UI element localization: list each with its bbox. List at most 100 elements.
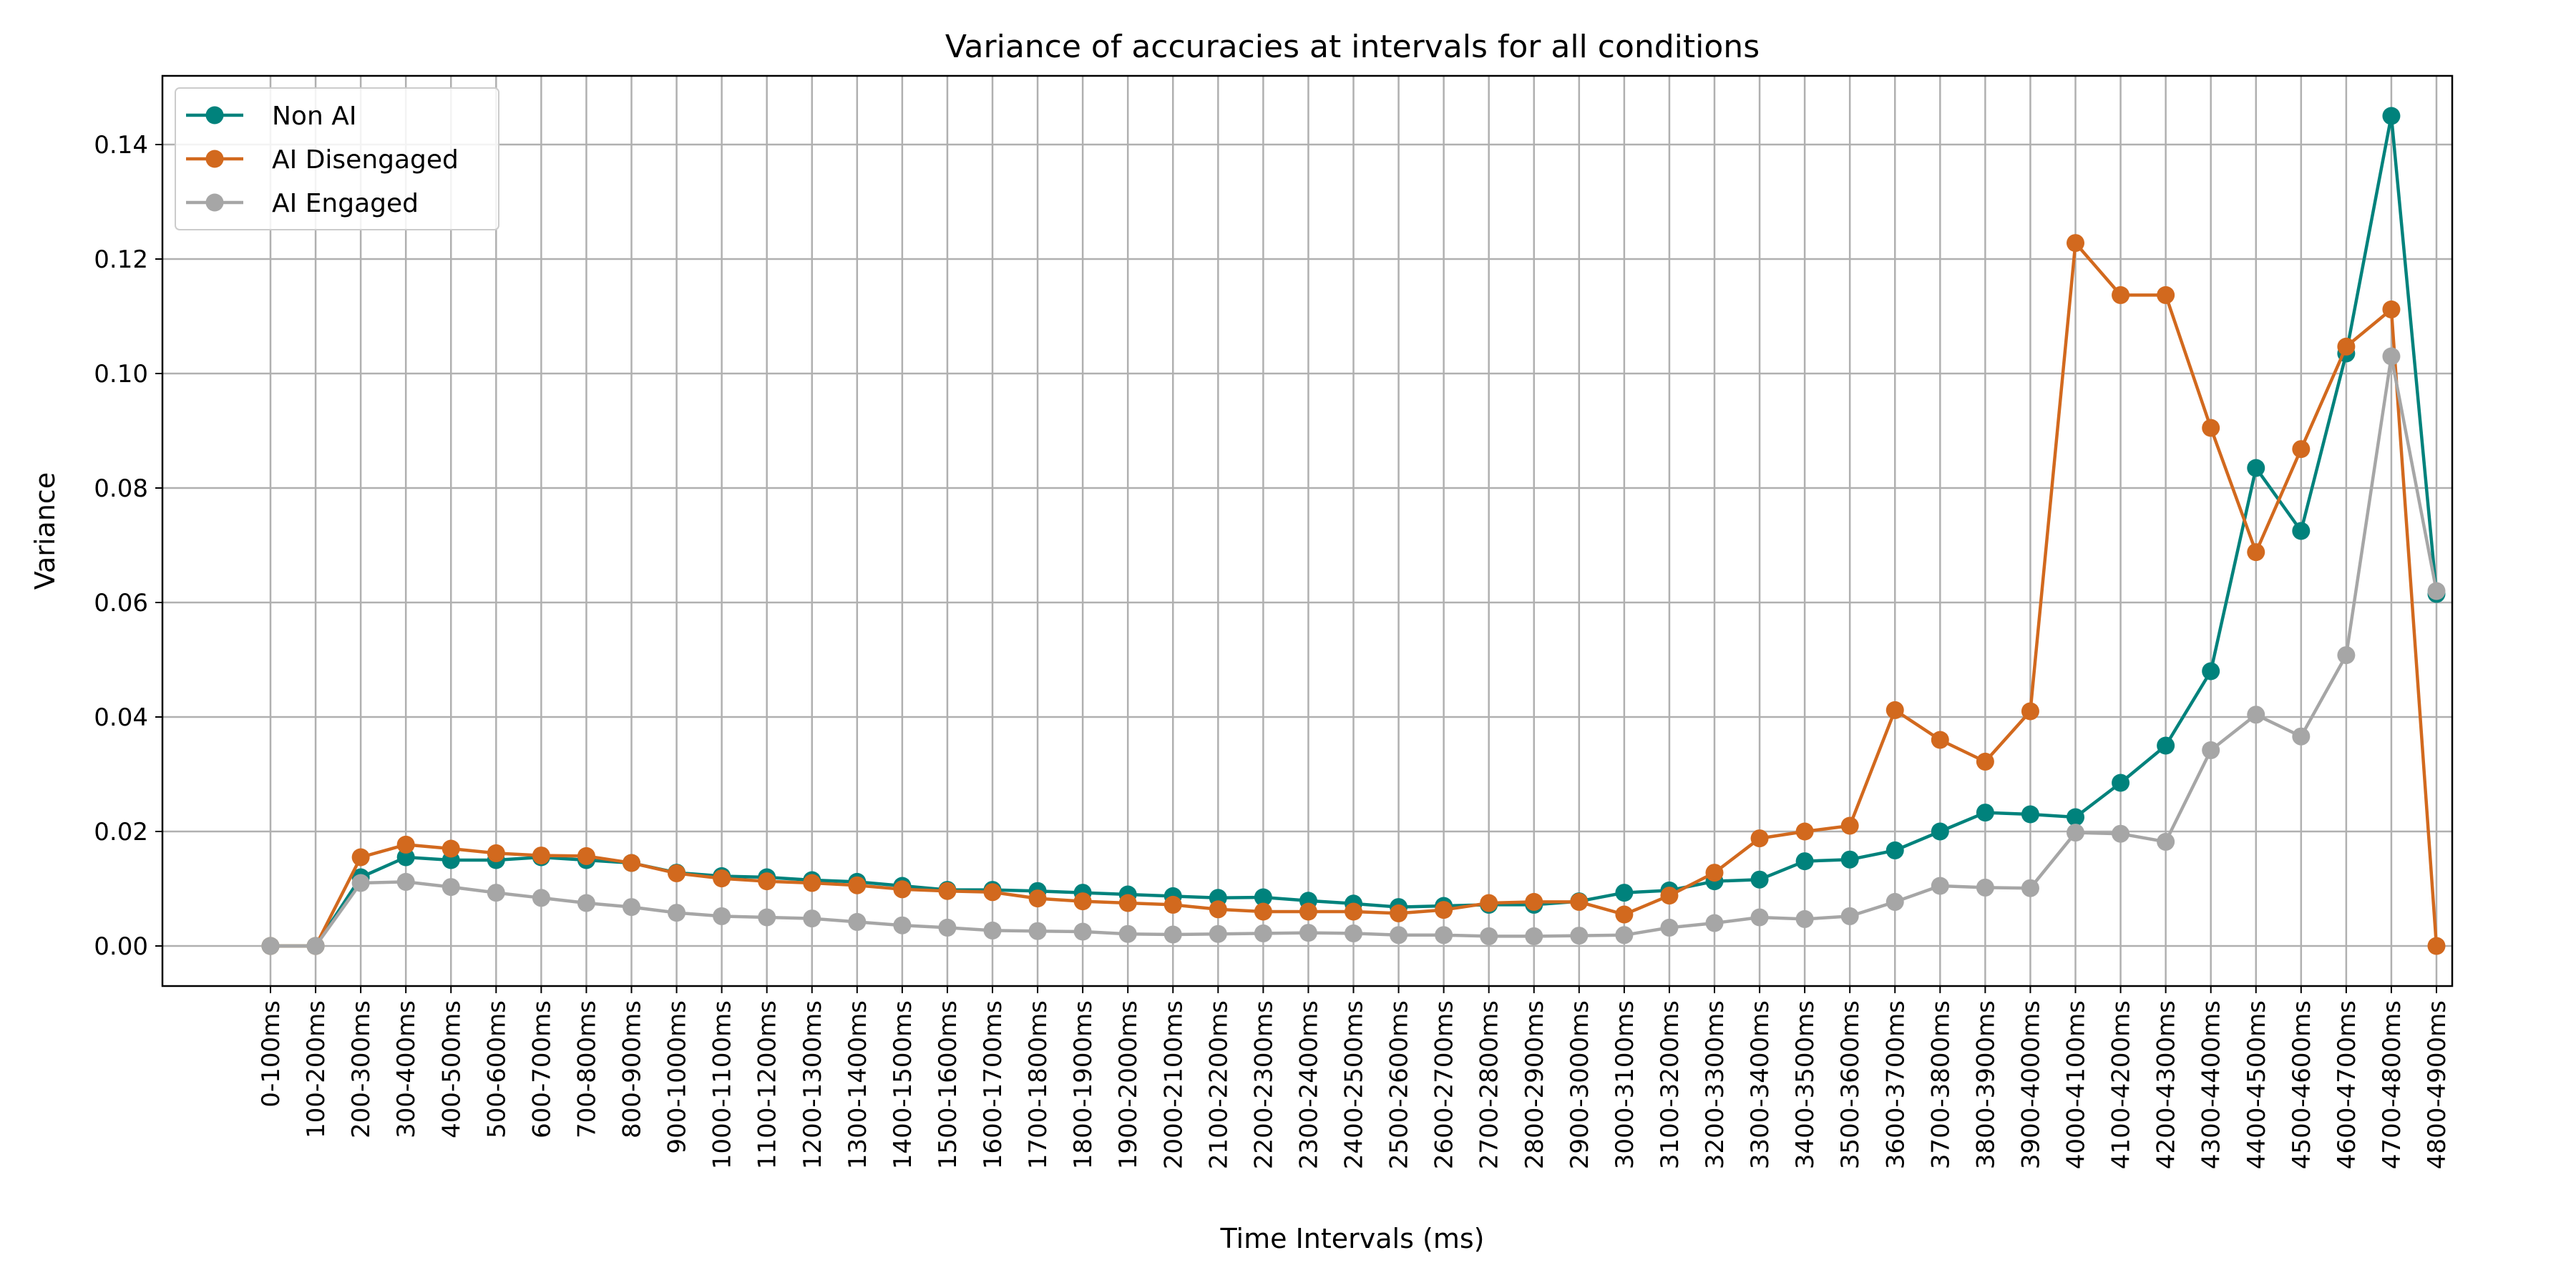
data-point-ai-disengaged: [1570, 892, 1589, 911]
data-point-ai-engaged: [1390, 926, 1408, 945]
data-point-non-ai: [1750, 870, 1769, 889]
data-point-ai-disengaged: [1885, 701, 1904, 719]
chart-title: Variance of accuracies at intervals for …: [945, 29, 1760, 65]
data-point-ai-disengaged: [1299, 902, 1317, 921]
data-point-ai-engaged: [758, 908, 776, 927]
data-point-ai-engaged: [396, 872, 415, 891]
x-tick-label: 2600-2700ms: [1430, 1000, 1459, 1169]
data-point-ai-disengaged: [1615, 905, 1634, 924]
data-point-ai-engaged: [1525, 927, 1543, 945]
data-point-ai-disengaged: [668, 864, 686, 882]
x-tick-label: 4300-4400ms: [2197, 1000, 2226, 1169]
data-point-ai-engaged: [1209, 924, 1227, 943]
x-tick-label: 3400-3500ms: [1791, 1000, 1820, 1169]
data-point-ai-disengaged: [1705, 864, 1724, 882]
data-point-ai-disengaged: [1525, 892, 1543, 911]
data-point-ai-engaged: [938, 918, 957, 937]
x-tick-label: 500-600ms: [482, 1000, 511, 1138]
x-tick-label: 900-1000ms: [663, 1000, 692, 1154]
data-point-ai-engaged: [1435, 926, 1453, 945]
data-point-non-ai: [2021, 805, 2039, 824]
data-point-non-ai: [2112, 774, 2130, 792]
data-point-ai-engaged: [351, 874, 370, 892]
data-point-ai-disengaged: [2247, 543, 2265, 562]
data-point-ai-engaged: [1885, 892, 1904, 911]
legend-marker: [205, 193, 224, 212]
data-point-non-ai: [1615, 884, 1634, 902]
x-tick-label: 3100-3200ms: [1656, 1000, 1684, 1169]
x-tick-label: 300-400ms: [392, 1000, 421, 1138]
series-ai-engaged: [261, 347, 2446, 955]
data-point-ai-disengaged: [1209, 900, 1227, 919]
data-point-ai-disengaged: [1660, 887, 1679, 905]
y-tick-label: 0.00: [94, 932, 148, 961]
data-point-non-ai: [2247, 459, 2265, 477]
x-tick-label: 1000-1100ms: [708, 1000, 737, 1169]
x-tick-label: 1400-1500ms: [889, 1000, 917, 1169]
y-tick-label: 0.02: [94, 818, 148, 847]
x-tick-label: 4000-4100ms: [2062, 1000, 2091, 1169]
data-point-ai-disengaged: [713, 869, 731, 888]
x-tick-label: 2900-3000ms: [1566, 1000, 1594, 1169]
data-point-ai-engaged: [2112, 824, 2130, 843]
data-point-ai-disengaged: [532, 847, 550, 865]
data-point-ai-engaged: [1660, 918, 1679, 937]
legend-item-ai-disengaged: AI Disengaged: [186, 145, 459, 175]
data-point-ai-engaged: [1795, 909, 1814, 928]
data-point-ai-engaged: [1028, 922, 1047, 940]
data-point-ai-engaged: [623, 898, 640, 917]
data-point-ai-engaged: [1931, 877, 1949, 895]
data-point-ai-engaged: [2202, 741, 2220, 759]
data-point-non-ai: [2292, 522, 2311, 540]
data-point-ai-engaged: [1118, 924, 1137, 943]
data-point-ai-disengaged: [2067, 234, 2084, 253]
data-point-ai-engaged: [1163, 925, 1182, 944]
data-point-ai-disengaged: [577, 847, 595, 865]
x-tick-label: 4200-4300ms: [2152, 1000, 2181, 1169]
data-point-non-ai: [1976, 804, 1994, 822]
y-axis-label: Variance: [29, 472, 61, 590]
data-point-ai-disengaged: [1073, 892, 1092, 911]
data-point-ai-engaged: [441, 878, 460, 897]
data-point-ai-engaged: [487, 884, 505, 902]
data-point-non-ai: [2382, 107, 2401, 125]
x-tick-label: 4600-4700ms: [2333, 1000, 2361, 1169]
data-point-ai-disengaged: [351, 848, 370, 867]
data-point-ai-disengaged: [1345, 902, 1362, 921]
data-point-ai-disengaged: [1254, 902, 1272, 921]
data-point-ai-engaged: [577, 894, 595, 912]
data-point-non-ai: [1931, 822, 1949, 841]
data-point-ai-engaged: [1254, 924, 1272, 942]
data-point-ai-disengaged: [758, 872, 776, 891]
data-point-ai-engaged: [2427, 582, 2446, 600]
x-tick-label: 3200-3300ms: [1701, 1000, 1729, 1169]
data-point-ai-disengaged: [1795, 822, 1814, 841]
x-tick-label: 2200-2300ms: [1249, 1000, 1278, 1169]
x-tick-label: 2500-2600ms: [1385, 1000, 1414, 1169]
x-tick-label: 4500-4600ms: [2288, 1000, 2316, 1169]
data-point-ai-disengaged: [893, 880, 912, 899]
data-point-ai-disengaged: [1976, 752, 1994, 771]
x-tick-label: 2100-2200ms: [1204, 1000, 1233, 1169]
data-point-non-ai: [1795, 852, 1814, 871]
data-point-ai-disengaged: [623, 854, 640, 872]
data-point-ai-engaged: [713, 907, 731, 925]
x-tick-label: 400-500ms: [437, 1000, 466, 1138]
x-tick-label: 2700-2800ms: [1475, 1000, 1504, 1169]
x-tick-label: 1300-1400ms: [844, 1000, 872, 1169]
x-tick-label: 1800-1900ms: [1069, 1000, 1098, 1169]
data-point-ai-engaged: [1073, 922, 1092, 941]
data-point-ai-disengaged: [2382, 300, 2401, 318]
data-point-ai-engaged: [1480, 927, 1498, 945]
data-point-ai-engaged: [1840, 907, 1859, 925]
x-tick-label: 1200-1300ms: [799, 1000, 827, 1169]
x-tick-label: 0-100ms: [257, 1000, 286, 1108]
data-point-ai-disengaged: [2337, 337, 2356, 356]
x-tick-label: 2400-2500ms: [1340, 1000, 1369, 1169]
data-point-ai-engaged: [1299, 924, 1317, 942]
data-point-ai-engaged: [306, 937, 325, 955]
x-axis-label: Time Intervals (ms): [1220, 1223, 1485, 1254]
x-tick-label: 3300-3400ms: [1746, 1000, 1775, 1169]
data-point-ai-engaged: [893, 916, 912, 935]
